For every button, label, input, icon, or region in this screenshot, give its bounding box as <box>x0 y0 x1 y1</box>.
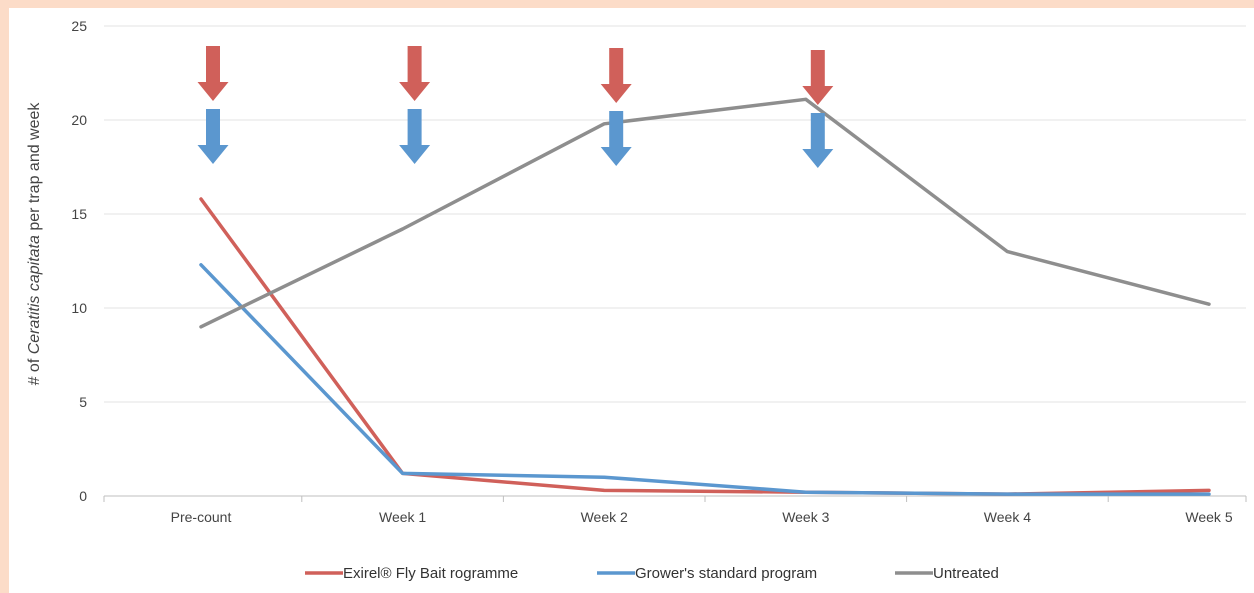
blue-arrow <box>197 109 229 164</box>
x-tick-label: Week 1 <box>379 509 426 525</box>
blue-arrow <box>399 109 431 164</box>
x-tick-label: Week 5 <box>1185 509 1232 525</box>
legend-label: Untreated <box>933 565 999 582</box>
line-chart: 0 5 10 15 20 25 Pre-count Week 1 Week 2 Week 3 We… <box>26 18 1247 582</box>
series-line-2 <box>199 97 1211 329</box>
y-axis-label: # of Ceratitis capitata per trap and wee… <box>26 102 43 386</box>
series-line-1 <box>199 263 1211 496</box>
x-tick-label: Week 2 <box>581 509 628 525</box>
application-arrows <box>197 46 834 168</box>
chart-frame: 0 5 10 15 20 25 Pre-count Week 1 Week 2 Week 3 We… <box>9 8 1254 593</box>
series-lines <box>199 97 1211 496</box>
blue-arrow <box>600 111 632 166</box>
y-tick-labels: 0 5 10 15 20 25 <box>71 18 87 504</box>
red-arrow <box>399 46 431 101</box>
legend-label: Grower's standard program <box>635 565 817 582</box>
y-tick-label: 25 <box>71 18 87 34</box>
blue-arrow <box>802 113 834 168</box>
legend: Exirel® Fly Bait rogramme Grower's standa… <box>305 565 999 582</box>
y-tick-label: 15 <box>71 206 87 222</box>
y-tick-label: 5 <box>79 394 87 410</box>
x-tick-label: Week 3 <box>782 509 829 525</box>
y-tick-label: 10 <box>71 300 87 316</box>
y-tick-label: 20 <box>71 112 87 128</box>
x-tick-labels: Pre-count Week 1 Week 2 Week 3 Week 4 Week 5 <box>171 509 1233 525</box>
legend-label: Exirel® Fly Bait rogramme <box>343 565 518 582</box>
x-tick-label: Pre-count <box>171 509 232 525</box>
grid-lines <box>103 25 1247 502</box>
series-line-0 <box>199 197 1211 496</box>
x-tick-label: Week 4 <box>984 509 1031 525</box>
red-arrow <box>802 50 834 105</box>
red-arrow <box>197 46 229 101</box>
y-tick-label: 0 <box>79 488 87 504</box>
red-arrow <box>600 48 632 103</box>
